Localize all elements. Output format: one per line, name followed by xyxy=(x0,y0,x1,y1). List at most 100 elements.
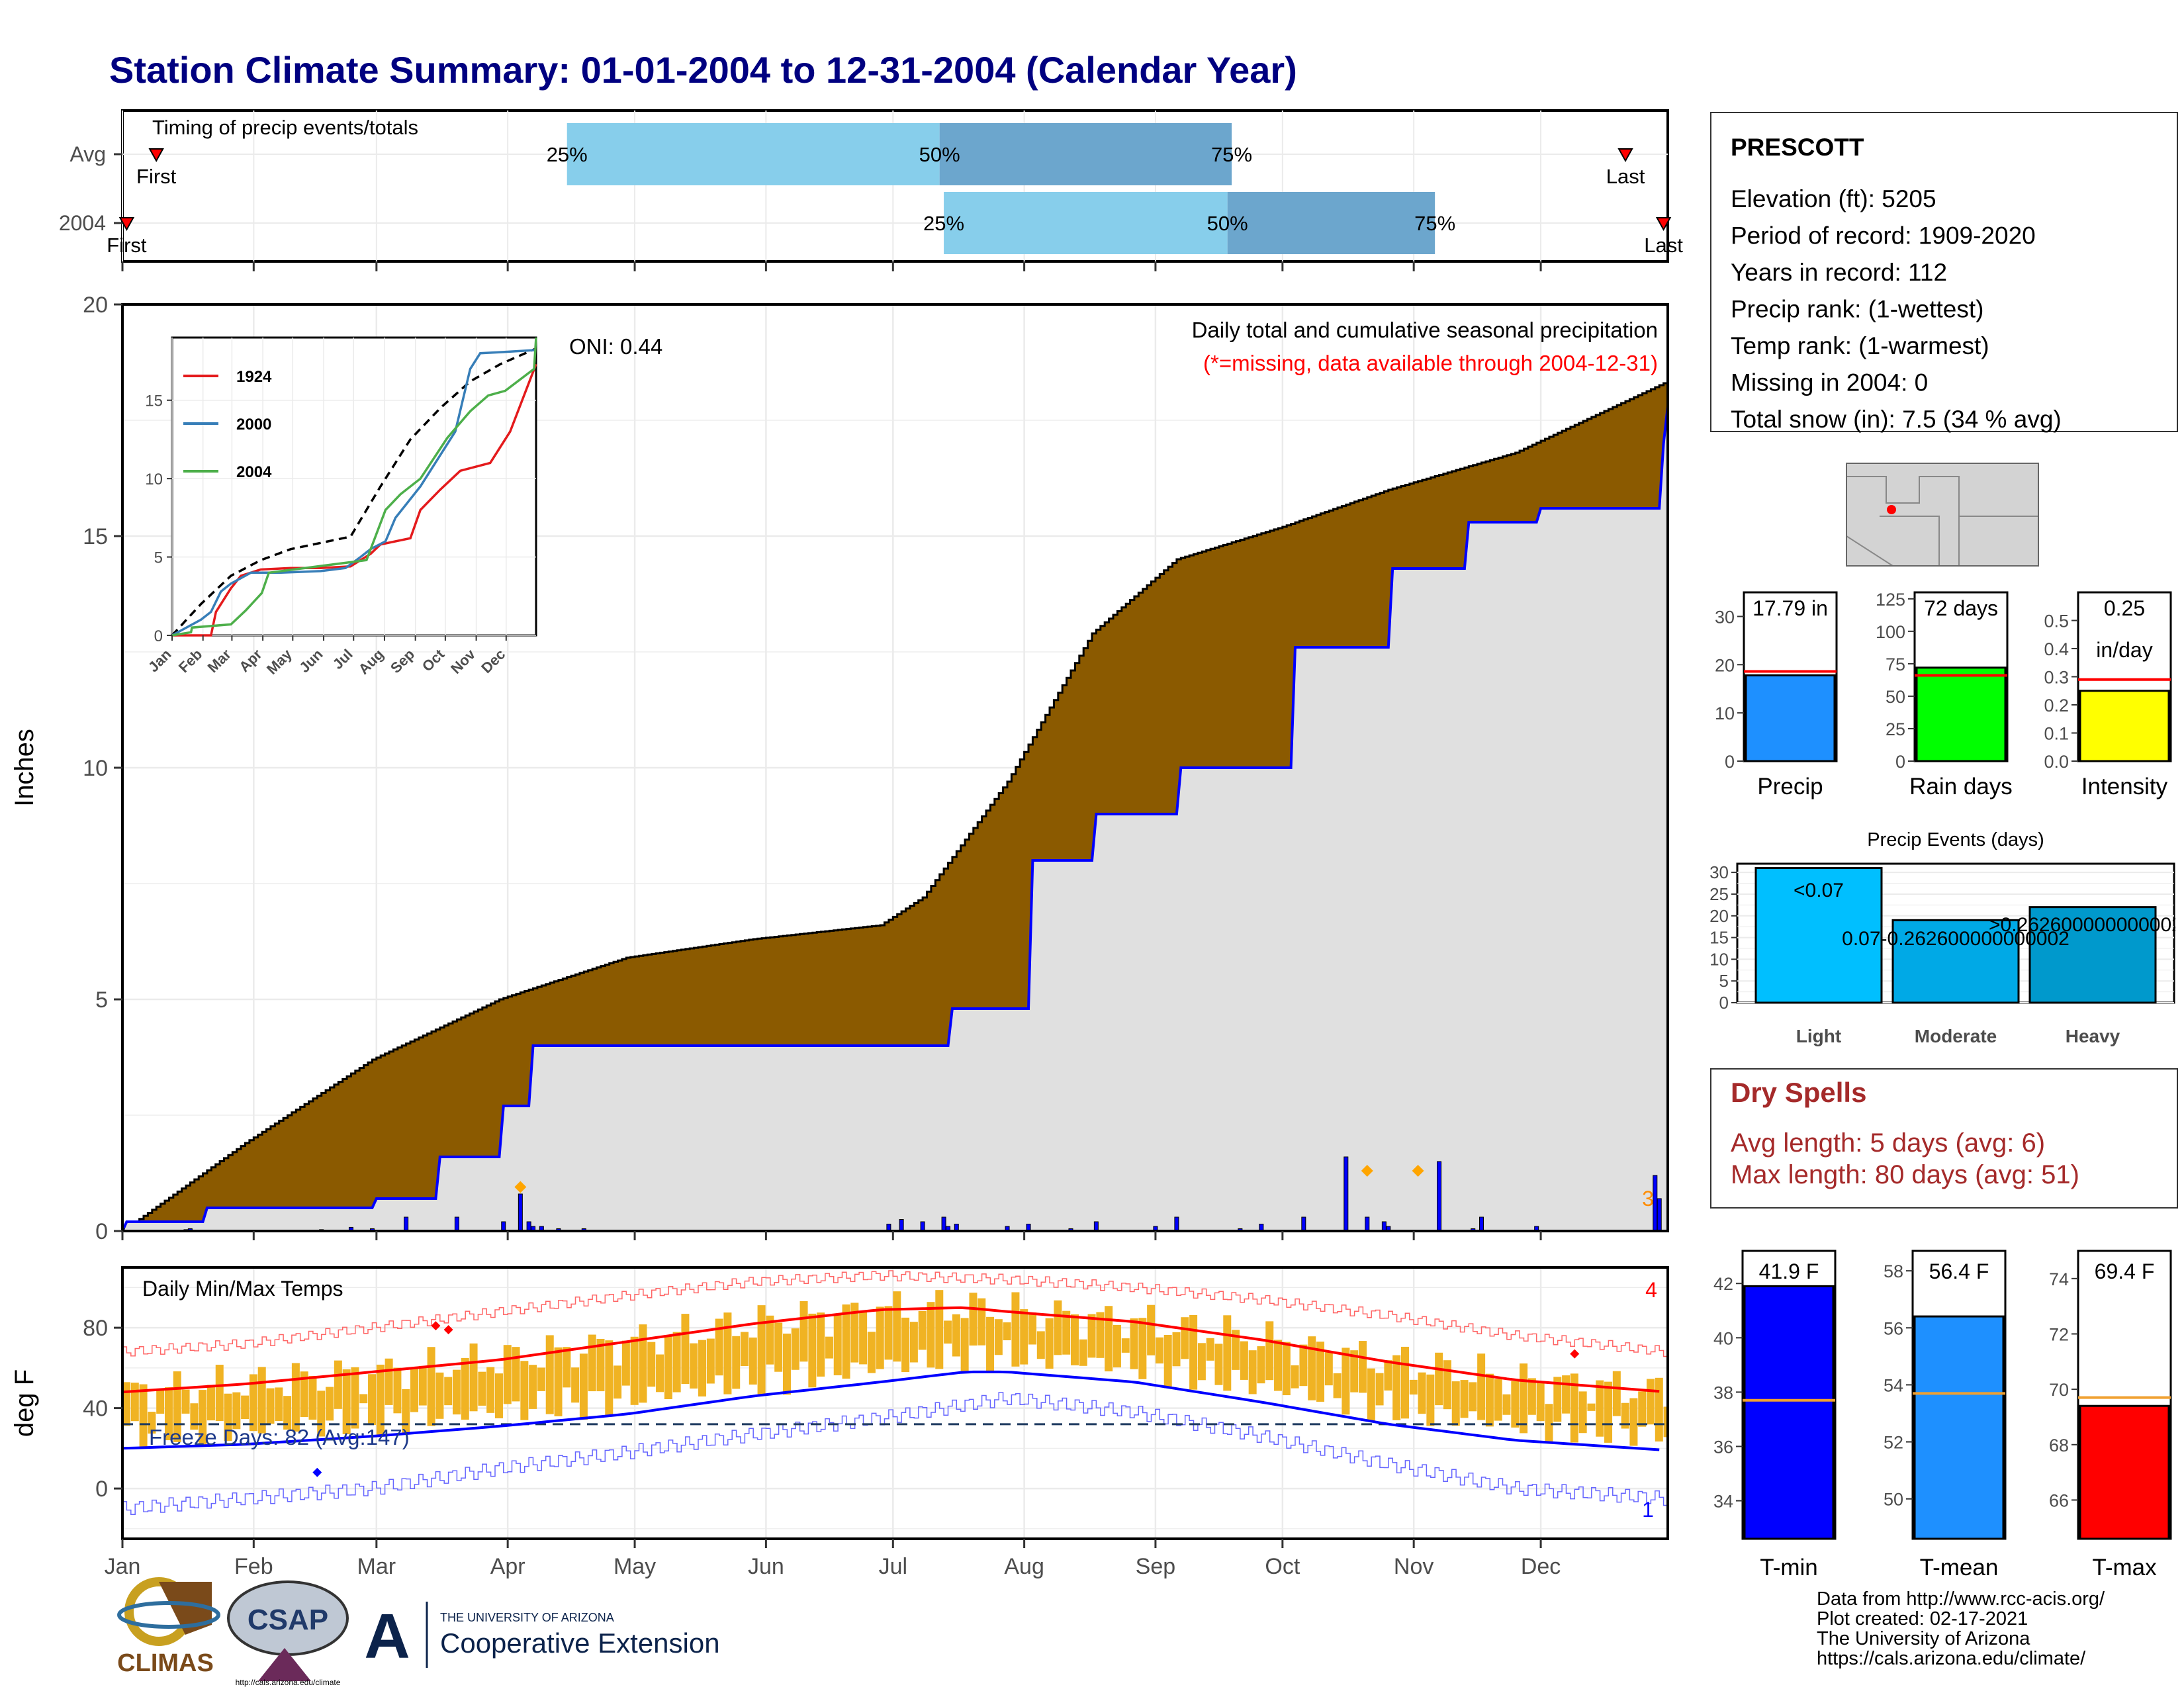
daily-temp-bar xyxy=(148,1412,156,1434)
daily-temp-bar xyxy=(757,1305,766,1394)
daily-temp-bar xyxy=(799,1301,808,1362)
daily-temp-bar xyxy=(952,1314,960,1357)
tgauge-tick-label: 38 xyxy=(1713,1383,1733,1402)
daily-temp-bar xyxy=(672,1332,681,1393)
gauge-tick-label: 10 xyxy=(1715,704,1735,723)
gauge-tick-label: 30 xyxy=(1715,607,1735,627)
ua-bottom-text: Cooperative Extension xyxy=(440,1627,720,1659)
daily-temp-bar xyxy=(1011,1292,1020,1367)
daily-temp-bar xyxy=(1612,1371,1621,1416)
station-info-line: Period of record: 1909-2020 xyxy=(1731,222,2036,250)
daily-precip-bar xyxy=(954,1224,959,1231)
daily-temp-bar xyxy=(385,1358,393,1405)
month-label: Feb xyxy=(234,1554,273,1579)
daily-temp-bar xyxy=(1494,1379,1502,1421)
daily-temp-bar xyxy=(1663,1406,1668,1438)
daily-temp-bar xyxy=(782,1333,791,1395)
daily-temp-bar xyxy=(994,1319,1003,1355)
daily-temp-bar xyxy=(503,1345,512,1404)
daily-temp-bar xyxy=(596,1338,605,1392)
daily-temp-bar xyxy=(944,1320,952,1344)
gauge-bar-intensity xyxy=(2079,690,2170,762)
daily-temp-bar xyxy=(850,1303,859,1363)
events-range-moderate: 0.07-0.262600000000002 xyxy=(1842,928,2070,950)
tgauge-tick-label: 42 xyxy=(1713,1274,1733,1294)
tgauge-label: T-mean xyxy=(1920,1555,1999,1580)
daily-temp-bar xyxy=(1435,1352,1443,1406)
freeze-days-label: Freeze Days: 82 (Avg:147) xyxy=(149,1425,410,1449)
climas-logo-orbit xyxy=(117,1601,220,1629)
timing-label: Timing of precip events/totals xyxy=(152,116,418,139)
location-map xyxy=(1846,463,2039,567)
precip-header: Daily total and cumulative seasonal prec… xyxy=(1192,318,1658,342)
tgauge-tick-label: 68 xyxy=(2049,1436,2069,1455)
station-frame xyxy=(1710,112,2178,432)
tgauge-tick-label: 70 xyxy=(2049,1380,2069,1400)
precip-events-chart: Precip Events (days) Light Moderate Heavy <0… xyxy=(1709,829,2184,1046)
daily-precip-bar xyxy=(531,1226,536,1231)
daily-temp-bar xyxy=(291,1363,300,1432)
daily-temp-bar xyxy=(486,1367,495,1413)
precip-ytick-label: 15 xyxy=(83,524,108,549)
daily-temp-bar xyxy=(1181,1317,1189,1359)
tgauge-tick-label: 56 xyxy=(1884,1318,1903,1338)
oni-label: ONI: 0.44 xyxy=(569,334,662,359)
daily-temp-bar xyxy=(588,1334,596,1392)
daily-temp-bar xyxy=(308,1376,317,1420)
events-tick-label: 5 xyxy=(1719,971,1729,991)
month-label: Dec xyxy=(1521,1554,1561,1579)
daily-temp-bar xyxy=(1113,1324,1121,1368)
daily-temp-bar xyxy=(1570,1373,1578,1443)
daily-temp-bar xyxy=(639,1324,647,1403)
events-tick-label: 10 xyxy=(1709,949,1729,969)
daily-temp-bar xyxy=(935,1290,944,1369)
daily-temp-bar xyxy=(1163,1334,1172,1389)
events-category-label: Heavy xyxy=(2066,1026,2120,1046)
footer-credit-line: https://cals.arizona.edu/climate/ xyxy=(1817,1648,2086,1669)
daily-temp-bar xyxy=(478,1371,486,1406)
daily-temp-bar xyxy=(334,1360,342,1409)
gauge-tick-label: 0.5 xyxy=(2044,612,2069,631)
record-max-line xyxy=(122,1270,1668,1357)
daily-temp-bar xyxy=(1079,1339,1087,1366)
daily-temp-bar xyxy=(1054,1300,1062,1355)
daily-temp-bar xyxy=(130,1383,139,1422)
daily-temp-bar xyxy=(139,1384,148,1447)
daily-temp-bar xyxy=(1087,1314,1096,1358)
gauge-value-label: 72 days xyxy=(1924,596,1998,620)
csap-text: CSAP xyxy=(248,1604,328,1636)
daily-temp-bar xyxy=(206,1385,215,1421)
daily-temp-bar xyxy=(1629,1398,1638,1446)
daily-temp-bar xyxy=(1257,1346,1265,1384)
daily-temp-bar xyxy=(715,1318,723,1376)
daily-temp-bar xyxy=(842,1304,850,1379)
daily-temp-bar xyxy=(774,1322,783,1372)
ua-top-text: THE UNIVERSITY OF ARIZONA xyxy=(440,1611,614,1624)
footer-credit-line: Data from http://www.rcc-acis.org/ xyxy=(1817,1588,2105,1610)
daily-temp-bar xyxy=(402,1389,410,1434)
daily-temp-bar xyxy=(1155,1337,1163,1364)
daily-temp-bar xyxy=(825,1336,833,1359)
daily-temp-bar xyxy=(461,1357,469,1420)
daily-temp-bar xyxy=(1655,1377,1663,1442)
inset-ytick-label: 15 xyxy=(145,392,163,410)
daily-precip-bar xyxy=(454,1216,459,1231)
daily-precip-bar xyxy=(1343,1156,1349,1231)
station-name: PRESCOTT xyxy=(1731,134,1864,161)
gauge-label: Rain days xyxy=(1909,774,2013,800)
daily-temp-bar xyxy=(427,1347,435,1426)
daily-temp-bar xyxy=(749,1337,757,1385)
daily-temp-bar xyxy=(563,1347,571,1388)
station-info-line: Years in record: 112 xyxy=(1731,259,1947,286)
daily-temp-bar xyxy=(1308,1336,1316,1400)
avg-cumulative-line xyxy=(122,382,1668,1231)
gauge-bar-rain-days xyxy=(1915,666,2007,762)
daily-precip-bar xyxy=(1174,1216,1179,1231)
heavy-event-marker xyxy=(1412,1165,1424,1177)
daily-temp-bar xyxy=(1587,1403,1596,1411)
gauge-tick-label: 0.2 xyxy=(2044,696,2069,715)
daily-temp-bar xyxy=(1299,1344,1308,1387)
gauge-tick-label: 20 xyxy=(1715,655,1735,675)
